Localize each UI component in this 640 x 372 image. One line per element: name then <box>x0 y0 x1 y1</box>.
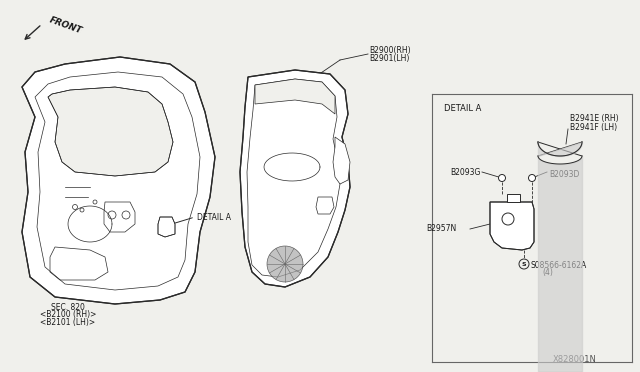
Polygon shape <box>240 70 350 287</box>
Text: DETAIL A: DETAIL A <box>197 212 231 221</box>
Text: (4): (4) <box>542 269 553 278</box>
Polygon shape <box>490 202 534 250</box>
Text: B2093D: B2093D <box>549 170 579 179</box>
Text: B2093G: B2093G <box>450 167 481 176</box>
Text: B2941E (RH): B2941E (RH) <box>570 113 619 122</box>
Text: FRONT: FRONT <box>49 16 84 36</box>
Text: B2957N: B2957N <box>426 224 456 232</box>
Text: S08566-6162A: S08566-6162A <box>531 262 588 270</box>
Circle shape <box>529 174 536 182</box>
Text: X828001N: X828001N <box>553 356 597 365</box>
Circle shape <box>267 246 303 282</box>
Polygon shape <box>507 194 520 202</box>
Polygon shape <box>255 79 335 114</box>
Polygon shape <box>22 57 215 304</box>
Polygon shape <box>333 137 350 184</box>
Text: B2900(RH): B2900(RH) <box>369 45 411 55</box>
Text: SEC. 820: SEC. 820 <box>51 302 85 311</box>
Text: <B2100 (RH)>: <B2100 (RH)> <box>40 311 96 320</box>
Text: B2941F (LH): B2941F (LH) <box>570 122 617 131</box>
Text: <B2101 (LH)>: <B2101 (LH)> <box>40 318 95 327</box>
Text: B2901(LH): B2901(LH) <box>369 54 410 62</box>
Polygon shape <box>158 217 175 237</box>
Text: S: S <box>522 262 526 266</box>
Circle shape <box>499 174 506 182</box>
Text: DETAIL A: DETAIL A <box>444 103 481 112</box>
Polygon shape <box>48 87 173 176</box>
